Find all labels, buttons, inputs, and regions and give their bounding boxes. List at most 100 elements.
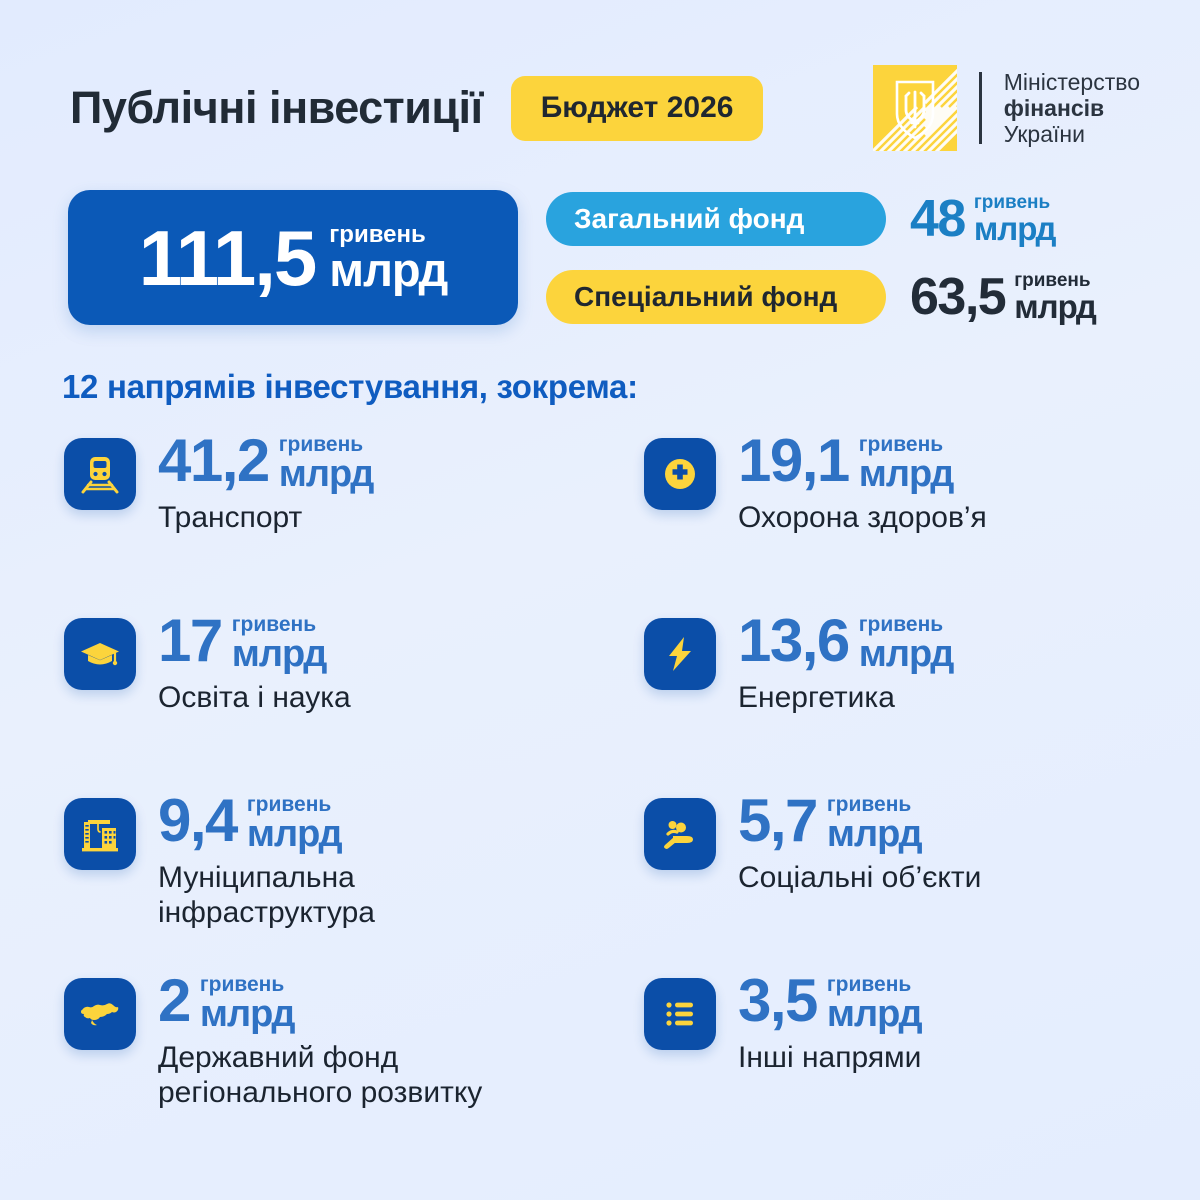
investment-label-line1: Освіта і наука — [158, 681, 351, 715]
investment-unit-scale: млрд — [858, 633, 955, 676]
medical-cross-icon — [644, 438, 716, 510]
investment-unit: гривень млрд — [858, 612, 955, 676]
investment-item-healthcare: 19,1 гривень млрд Охорона здоров’я — [644, 427, 1170, 612]
fund-label-special: Спеціальний фонд — [546, 270, 886, 324]
ukraine-map-icon — [64, 978, 136, 1050]
construction-crane-icon — [64, 798, 136, 870]
investment-label-line1: Муніципальна — [158, 861, 355, 895]
investment-unit-scale: млрд — [231, 633, 328, 676]
ukraine-trident-emblem-icon — [872, 65, 957, 151]
investment-unit-currency: гривень — [826, 973, 912, 996]
fund-row-general: Загальний фонд 48 гривень млрд — [546, 188, 1148, 250]
investment-label-line1: Інші напрями — [738, 1041, 922, 1075]
investment-item-body: 9,4 гривень млрд Муніципальна інфраструк… — [158, 787, 375, 931]
investment-label-line2: інфраструктура — [158, 896, 375, 930]
investment-item-body: 3,5 гривень млрд Інші напрями — [738, 967, 923, 1076]
investment-label: Освіта і наука — [158, 681, 351, 716]
list-icon — [644, 978, 716, 1050]
investment-value: 9,4 — [158, 787, 238, 854]
fund-unit-scale-special: млрд — [1014, 287, 1097, 325]
logo-line-2: фінансів — [1003, 95, 1105, 121]
fund-unit-scale-general: млрд — [973, 209, 1057, 247]
total-investment-value: 111,5 — [138, 213, 318, 302]
total-unit-currency: гривень — [329, 220, 426, 248]
investment-unit-currency: гривень — [826, 793, 912, 816]
investment-item-body: 13,6 гривень млрд Енергетика — [738, 607, 955, 716]
investment-label-line1: Енергетика — [738, 681, 895, 715]
ministry-logo: Міністерство фінансів України — [872, 65, 1140, 151]
investment-unit-scale: млрд — [246, 813, 343, 856]
investment-amount: 17 гривень млрд — [158, 607, 351, 676]
lightning-bolt-icon — [644, 618, 716, 690]
budget-badge: Бюджет 2026 — [510, 75, 764, 141]
train-icon — [64, 438, 136, 510]
investment-item-social-facilities: 5,7 гривень млрд Соціальні об’єкти — [644, 787, 1170, 972]
investment-label: Транспорт — [158, 501, 373, 536]
fund-unit-general: гривень млрд — [973, 192, 1057, 247]
fund-unit-special: гривень млрд — [1014, 269, 1097, 325]
investment-amount: 41,2 гривень млрд — [158, 427, 375, 496]
investment-unit: гривень млрд — [826, 972, 923, 1033]
header: Публічні інвестиції Бюджет 2026 — [70, 58, 1140, 158]
investment-label: Інші напрями — [738, 1041, 922, 1076]
fund-number-general: 48 — [910, 189, 966, 248]
investment-unit-scale: млрд — [199, 993, 296, 1036]
investment-item-body: 19,1 гривень млрд Охорона здоров’я — [738, 427, 987, 536]
investment-label-line1: Соціальні об’єкти — [738, 861, 982, 895]
logo-divider — [978, 72, 982, 144]
total-investment-box: 111,5 гривень млрд — [68, 190, 518, 325]
investment-unit: гривень млрд — [278, 432, 375, 496]
investment-item-education: 17 гривень млрд Освіта і наука — [64, 607, 644, 792]
investment-amount: 19,1 гривень млрд — [738, 427, 987, 496]
investment-amount: 13,6 гривень млрд — [738, 607, 955, 676]
investment-item-other: 3,5 гривень млрд Інші напрями — [644, 967, 1170, 1152]
investment-label-line1: Державний фонд — [158, 1041, 399, 1075]
investment-label-line1: Транспорт — [158, 501, 303, 535]
investment-unit: гривень млрд — [858, 432, 955, 496]
investment-unit: гривень млрд — [231, 612, 328, 676]
investment-item-body: 5,7 гривень млрд Соціальні об’єкти — [738, 787, 981, 896]
investment-unit-currency: гривень — [858, 433, 944, 456]
investment-value: 41,2 — [158, 427, 270, 494]
total-unit-scale: млрд — [329, 243, 448, 297]
investment-unit-currency: гривень — [199, 973, 285, 996]
investment-label: Соціальні об’єкти — [738, 861, 981, 896]
investment-item-body: 17 гривень млрд Освіта і наука — [158, 607, 351, 716]
investment-unit-currency: гривень — [858, 613, 944, 636]
investment-item-regional-development-fund: 2 гривень млрд Державний фонд регіональн… — [64, 967, 644, 1152]
investment-label: Енергетика — [738, 681, 953, 716]
investment-value: 2 — [158, 967, 191, 1034]
fund-number-special: 63,5 — [910, 267, 1007, 326]
section-heading: 12 напрямів інвестування, зокрема: — [62, 368, 638, 405]
investment-label-line2: регіонального розвитку — [158, 1076, 483, 1110]
investment-label: Охорона здоров’я — [738, 501, 987, 536]
hero-totals: 111,5 гривень млрд Загальний фонд 48 гри… — [68, 190, 1148, 340]
fund-breakdown: Загальний фонд 48 гривень млрд Спеціальн… — [546, 188, 1148, 344]
investment-item-transport: 41,2 гривень млрд Транспорт — [64, 427, 644, 612]
investment-unit-scale: млрд — [858, 453, 955, 496]
hand-holding-people-icon — [644, 798, 716, 870]
logo-text: Міністерство фінансів України — [1004, 69, 1140, 147]
logo-line-3: України — [1003, 120, 1085, 147]
investment-unit-currency: гривень — [278, 433, 364, 456]
investment-value: 19,1 — [738, 427, 850, 494]
investment-unit: гривень млрд — [246, 792, 343, 856]
fund-value-special: 63,5 гривень млрд — [910, 267, 1097, 326]
fund-value-general: 48 гривень млрд — [910, 189, 1057, 248]
investment-value: 13,6 — [738, 607, 850, 674]
investment-item-municipal-infrastructure: 9,4 гривень млрд Муніципальна інфраструк… — [64, 787, 644, 972]
investment-value: 17 — [158, 607, 223, 674]
investment-amount: 5,7 гривень млрд — [738, 787, 981, 854]
investment-value: 5,7 — [738, 787, 818, 854]
graduation-cap-icon — [64, 618, 136, 690]
investment-label-line1: Охорона здоров’я — [738, 501, 987, 535]
investment-directions-grid: 41,2 гривень млрд Транспорт — [64, 427, 1170, 1152]
total-investment-unit: гривень млрд — [329, 220, 448, 297]
investment-item-energy: 13,6 гривень млрд Енергетика — [644, 607, 1170, 792]
fund-row-special: Спеціальний фонд 63,5 гривень млрд — [546, 266, 1148, 328]
investment-amount: 3,5 гривень млрд — [738, 967, 923, 1034]
investment-value: 3,5 — [738, 967, 818, 1034]
fund-unit-currency-special: гривень — [1014, 269, 1091, 291]
logo-line-1: Міністерство — [1003, 69, 1140, 96]
investment-unit-scale: млрд — [278, 453, 375, 496]
